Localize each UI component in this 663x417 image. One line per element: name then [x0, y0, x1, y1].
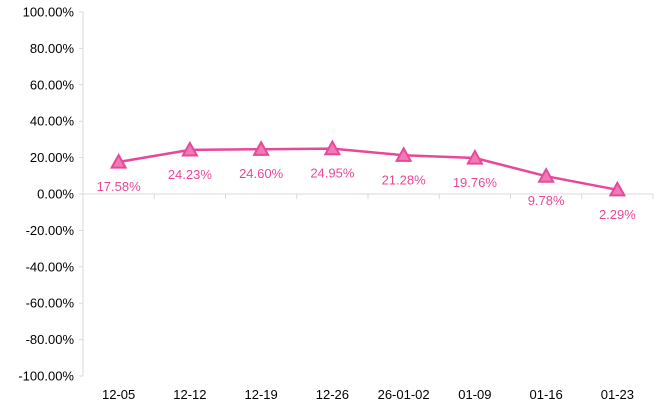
y-tick-label: 60.00%: [30, 77, 75, 92]
series: [118, 147, 618, 192]
x-tick-label: 01-23: [601, 387, 634, 402]
data-labels: 17.58% 24.23% 24.60% 24.95% 21.28% 19.76% 9.78…: [97, 166, 637, 222]
data-label: 21.28%: [382, 172, 427, 187]
x-tick-label: 12-19: [245, 387, 278, 402]
data-point-marker: [466, 148, 484, 165]
data-label: 24.95%: [310, 166, 355, 181]
y-tick-label: -80.00%: [26, 332, 75, 347]
y-tick-label: 100.00%: [23, 5, 75, 20]
y-tick-label: -40.00%: [26, 259, 75, 274]
data-point-marker: [537, 167, 555, 183]
data-label: 24.23%: [168, 167, 213, 182]
x-tick-label: 12-05: [102, 387, 135, 402]
markers: [109, 139, 627, 197]
y-tick-label: 0.00%: [37, 187, 74, 202]
data-point-marker: [608, 180, 627, 197]
data-point-marker: [181, 140, 199, 157]
data-point-marker: [394, 146, 413, 162]
x-tick-label: 12-12: [173, 387, 206, 402]
series-line: [118, 147, 618, 192]
y-tick-label: -100.00%: [18, 369, 74, 384]
data-label: 2.29%: [599, 207, 636, 222]
data-label: 17.58%: [97, 179, 142, 194]
data-label: 24.60%: [239, 166, 284, 181]
x-tick-label: 12-26: [316, 387, 349, 402]
x-tick-label: 01-09: [458, 387, 491, 402]
data-point-marker: [252, 140, 270, 156]
data-label: 19.76%: [453, 175, 498, 190]
x-tick-label: 26-01-02: [378, 387, 430, 402]
y-tick-label: 40.00%: [30, 114, 75, 129]
x-tick-label: 01-16: [530, 387, 563, 402]
data-label: 9.78%: [528, 193, 565, 208]
y-tick-label: -20.00%: [26, 223, 75, 238]
y-axis-ticks: 100.00% 80.00% 60.00% 40.00% 20.00% 0.00% -20.…: [18, 5, 83, 384]
x-axis-ticks: 12-05 12-12 12-19 12-26 26-01-02 01-09 01-16 01…: [82, 194, 654, 402]
y-tick-label: 20.00%: [30, 150, 75, 165]
y-tick-label: 80.00%: [30, 41, 75, 56]
y-tick-label: -60.00%: [26, 296, 75, 311]
data-point-marker: [109, 152, 128, 169]
data-point-marker: [323, 139, 342, 156]
